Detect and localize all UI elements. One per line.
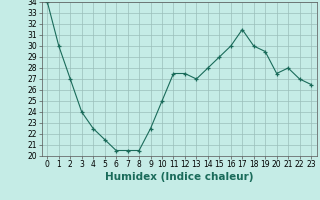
X-axis label: Humidex (Indice chaleur): Humidex (Indice chaleur) bbox=[105, 172, 253, 182]
